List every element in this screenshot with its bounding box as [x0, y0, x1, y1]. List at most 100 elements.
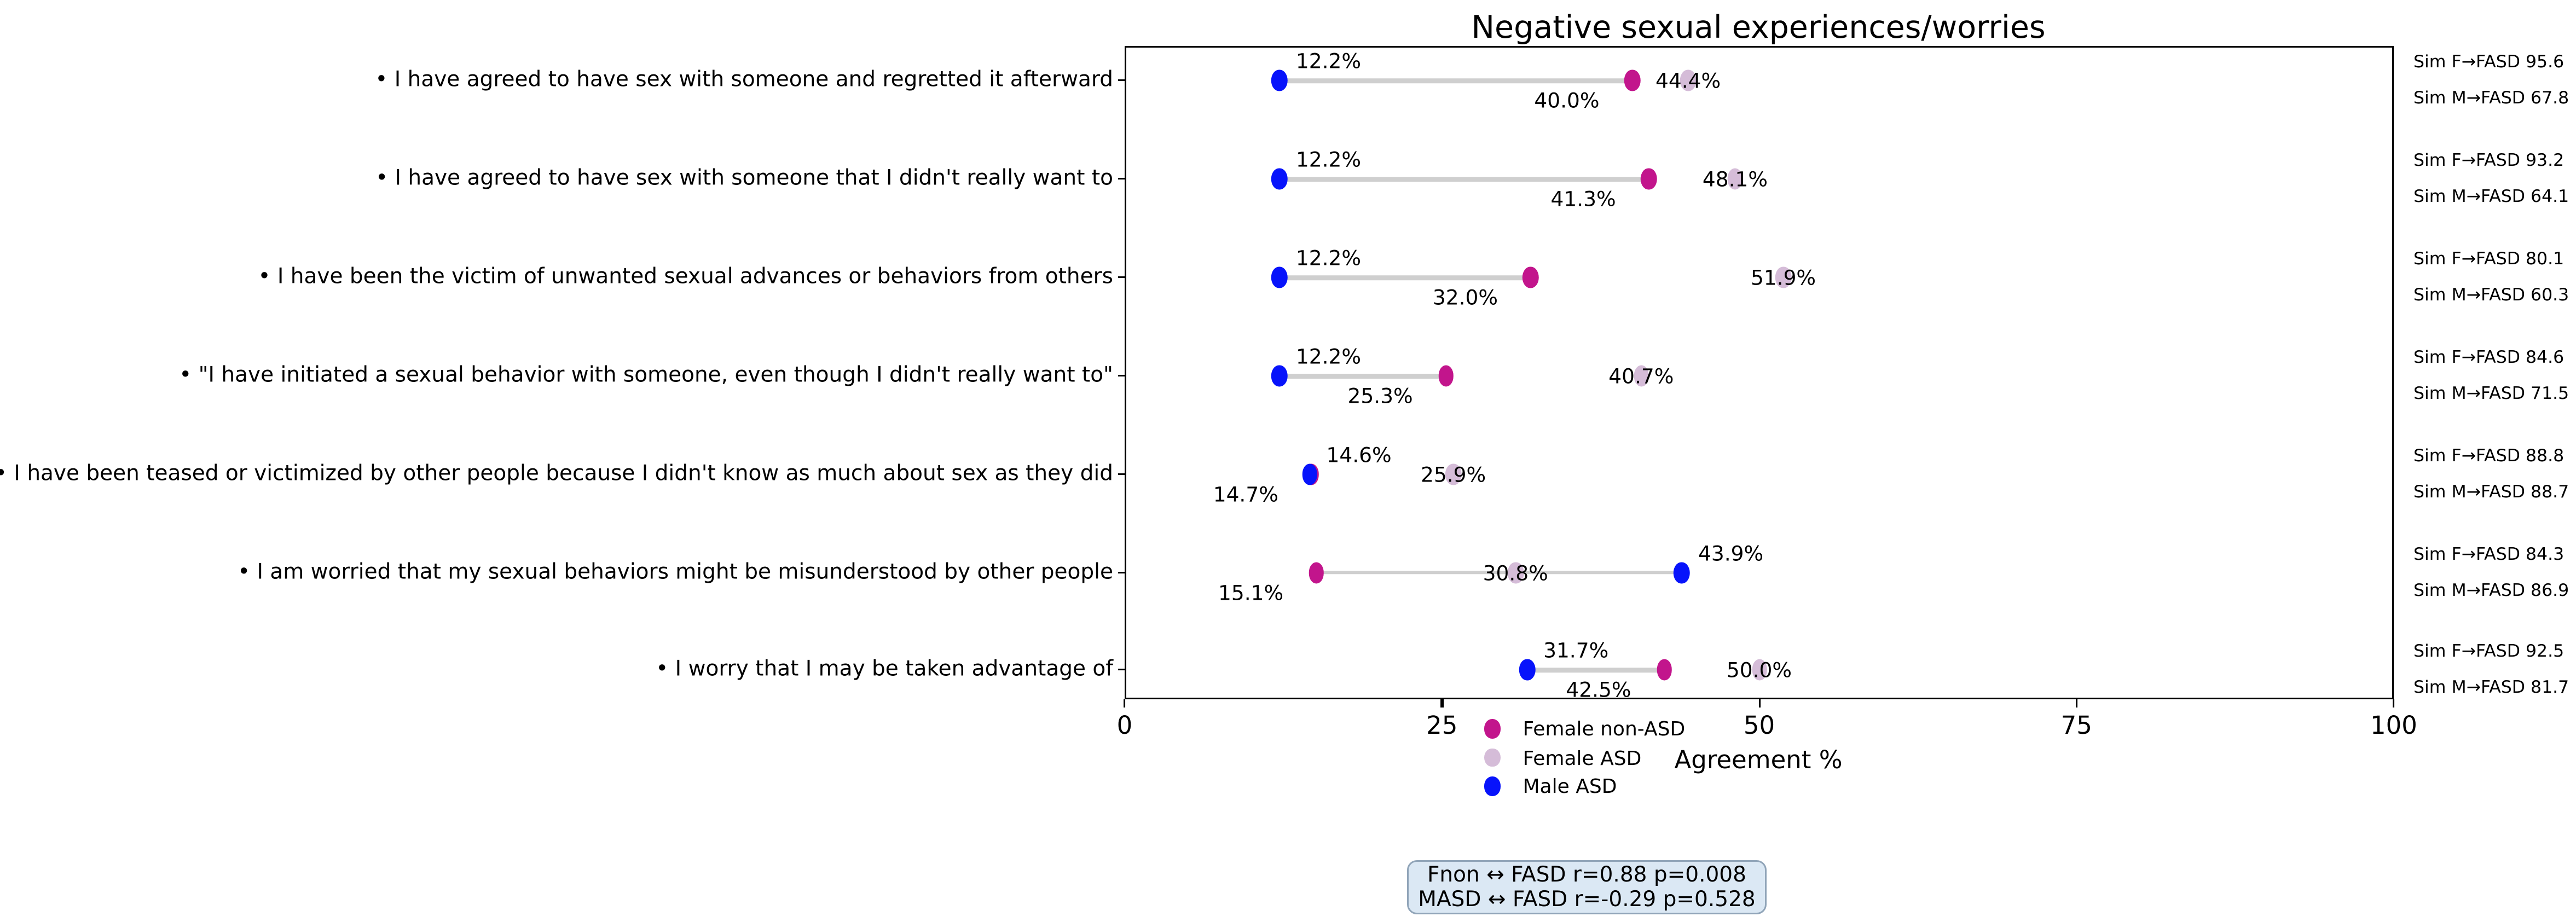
- value-label-male-asd: 31.7%: [1543, 637, 1609, 663]
- value-label-male-asd: 12.2%: [1295, 147, 1362, 172]
- category-label: • I am worried that my sexual behaviors …: [238, 560, 1113, 584]
- y-tick-mark: [1118, 79, 1125, 82]
- x-tick-label: 0: [1116, 711, 1133, 740]
- dot-female-asd: [1507, 561, 1524, 583]
- legend-item: Female ASD: [1484, 746, 1641, 769]
- value-label-male-asd: 12.2%: [1295, 344, 1362, 369]
- chart-title: Negative sexual experiences/worries: [1471, 10, 2046, 46]
- category-label: • I have agreed to have sex with someone…: [375, 166, 1113, 192]
- sim-annotation-f-fasd: Sim F→FASD 84.6: [2413, 348, 2565, 368]
- value-label-female-non-asd: 40.0%: [1534, 88, 1600, 113]
- value-label-female-non-asd: 15.1%: [1218, 579, 1284, 604]
- sim-annotation-m-fasd: Sim M→FASD 86.9: [2413, 580, 2569, 600]
- value-label-female-asd: 30.8%: [1483, 560, 1548, 584]
- dot-male-asd: [1674, 561, 1690, 583]
- sim-annotation-f-fasd: Sim F→FASD 93.2: [2413, 151, 2565, 171]
- value-label-female-asd: 51.9%: [1750, 265, 1816, 290]
- value-label-male-asd: 43.9%: [1698, 540, 1764, 565]
- category-label: • I have been teased or victimized by ot…: [0, 461, 1113, 486]
- dot-female-asd: [1775, 266, 1791, 288]
- x-tick-label: 50: [1743, 711, 1775, 740]
- dot-female-non-asd: [1641, 168, 1657, 190]
- y-tick-mark: [1118, 669, 1125, 671]
- dot-female-non-asd: [1438, 365, 1454, 387]
- dumbbell-connector: [1279, 177, 1649, 181]
- value-label-female-asd: 40.7%: [1608, 363, 1674, 388]
- dot-female-asd: [1633, 365, 1649, 387]
- sim-annotation-m-fasd: Sim M→FASD 67.8: [2413, 89, 2569, 108]
- dot-male-asd: [1271, 168, 1288, 190]
- dot-female-asd: [1751, 659, 1767, 681]
- x-tick-label: 75: [2060, 711, 2092, 740]
- sim-annotation-m-fasd: Sim M→FASD 81.7: [2413, 678, 2569, 698]
- dot-male-asd: [1519, 659, 1535, 681]
- x-tick-mark: [1440, 699, 1443, 708]
- dot-female-asd: [1727, 168, 1743, 190]
- dot-male-asd: [1271, 266, 1288, 288]
- dumbbell-connector: [1279, 78, 1633, 83]
- sim-annotation-f-fasd: Sim F→FASD 80.1: [2413, 250, 2565, 269]
- value-label-female-asd: 25.9%: [1421, 461, 1486, 486]
- y-tick-mark: [1118, 178, 1125, 180]
- value-label-female-non-asd: 32.0%: [1432, 285, 1498, 310]
- sim-annotation-f-fasd: Sim F→FASD 92.5: [2413, 642, 2565, 662]
- value-label-male-asd: 14.6%: [1326, 442, 1392, 466]
- legend-label: Female non-ASD: [1523, 717, 1686, 740]
- correlation-stats-box: Fnon ↔ FASD r=0.88 p=0.008 MASD ↔ FASD r…: [1407, 860, 1767, 914]
- dumbbell-connector: [1316, 570, 1682, 575]
- dumbbell-connector: [1279, 374, 1446, 378]
- x-tick-label: 100: [2370, 711, 2417, 740]
- sim-annotation-f-fasd: Sim F→FASD 84.3: [2413, 544, 2565, 564]
- value-label-female-asd: 50.0%: [1726, 657, 1792, 682]
- sim-annotation-f-fasd: Sim F→FASD 88.8: [2413, 445, 2565, 466]
- correlation-line-fnon: Fnon ↔ FASD r=0.88 p=0.008: [1427, 863, 1746, 888]
- dot-female-asd: [1680, 69, 1696, 91]
- category-label: • "I have initiated a sexual behavior wi…: [179, 363, 1113, 388]
- legend-label: Female ASD: [1523, 746, 1642, 769]
- sim-annotation-m-fasd: Sim M→FASD 60.3: [2413, 286, 2569, 305]
- legend-item: Male ASD: [1484, 775, 1617, 798]
- y-tick-mark: [1118, 472, 1125, 475]
- legend-label: Male ASD: [1523, 775, 1617, 798]
- x-tick-mark: [1758, 699, 1761, 708]
- y-tick-mark: [1118, 571, 1125, 573]
- value-label-female-non-asd: 42.5%: [1566, 677, 1631, 702]
- sim-annotation-m-fasd: Sim M→FASD 71.5: [2413, 384, 2569, 404]
- plot-area: [1125, 46, 2394, 699]
- dot-female-non-asd: [1308, 561, 1324, 583]
- dumbbell-connector: [1279, 275, 1531, 280]
- legend-marker-female-asd: [1484, 748, 1500, 767]
- x-tick-label: 25: [1426, 711, 1458, 740]
- category-label: • I worry that I may be taken advantage …: [656, 657, 1113, 682]
- x-tick-mark: [2393, 699, 2395, 708]
- dot-male-asd: [1271, 69, 1288, 91]
- correlation-line-masd: MASD ↔ FASD r=-0.29 p=0.528: [1418, 888, 1756, 913]
- value-label-female-asd: 44.4%: [1655, 68, 1721, 93]
- dot-female-asd: [1445, 463, 1461, 484]
- sim-annotation-f-fasd: Sim F→FASD 95.6: [2413, 53, 2565, 72]
- value-label-female-non-asd: 14.7%: [1213, 481, 1278, 506]
- y-tick-mark: [1118, 375, 1125, 377]
- value-label-female-non-asd: 41.3%: [1550, 186, 1616, 211]
- dot-male-asd: [1302, 463, 1318, 484]
- value-label-female-non-asd: 25.3%: [1347, 383, 1413, 408]
- dumbbell-connector: [1527, 668, 1664, 672]
- legend-marker-female-non-asd: [1484, 719, 1500, 739]
- category-label: • I have been the victim of unwanted sex…: [258, 265, 1113, 290]
- y-tick-mark: [1118, 276, 1125, 279]
- dot-female-non-asd: [1624, 69, 1640, 91]
- value-label-male-asd: 12.2%: [1295, 48, 1362, 73]
- dot-female-non-asd: [1656, 659, 1672, 681]
- sim-annotation-m-fasd: Sim M→FASD 64.1: [2413, 187, 2569, 207]
- x-tick-mark: [1124, 699, 1126, 708]
- x-axis-label: Agreement %: [1674, 745, 1843, 775]
- dot-female-non-asd: [1523, 266, 1539, 288]
- value-label-female-asd: 48.1%: [1702, 166, 1768, 192]
- sim-annotation-m-fasd: Sim M→FASD 88.7: [2413, 482, 2569, 502]
- category-label: • I have agreed to have sex with someone…: [375, 68, 1113, 93]
- x-tick-mark: [2075, 699, 2078, 708]
- dot-male-asd: [1271, 365, 1288, 387]
- value-label-male-asd: 12.2%: [1295, 245, 1362, 270]
- legend-marker-male-asd: [1484, 776, 1500, 796]
